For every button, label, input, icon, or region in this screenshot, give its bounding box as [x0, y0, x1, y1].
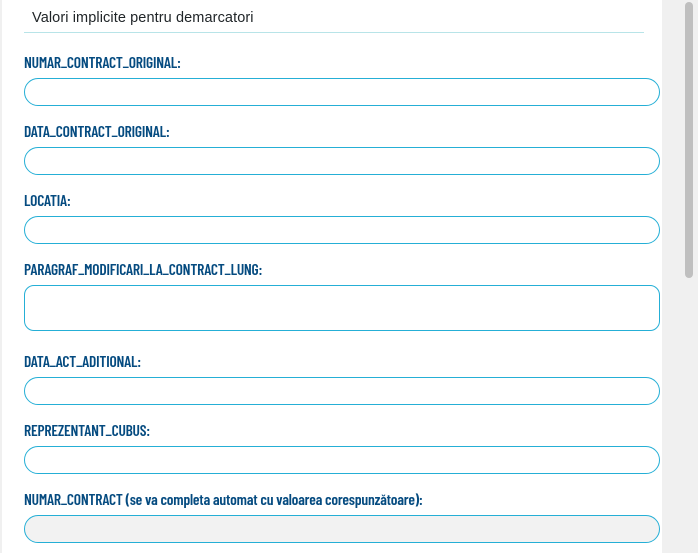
viewport: Valori implicite pentru demarcatori NUMA… — [0, 0, 698, 553]
scrollbar-track[interactable] — [680, 0, 698, 282]
field-label: NUMAR_CONTRACT (se va completa automat c… — [24, 490, 644, 509]
field-label: PARAGRAF_MODIFICARI_LA_CONTRACT_LUNG: — [24, 260, 644, 279]
numar-contract-original-input[interactable] — [24, 78, 660, 106]
field-row: PARAGRAF_MODIFICARI_LA_CONTRACT_LUNG: — [24, 260, 644, 336]
field-row: DATA_CONTRACT_ORIGINAL: — [24, 122, 644, 175]
field-row: NUMAR_CONTRACT (se va completa automat c… — [24, 490, 644, 543]
field-label: LOCATIA: — [24, 191, 644, 210]
field-row: NUMAR_CONTRACT_ORIGINAL: — [24, 53, 644, 106]
section-title: Valori implicite pentru demarcatori — [32, 10, 644, 26]
form-panel: Valori implicite pentru demarcatori NUMA… — [2, 0, 662, 553]
field-label: DATA_ACT_ADITIONAL: — [24, 352, 644, 371]
field-label: DATA_CONTRACT_ORIGINAL: — [24, 122, 644, 141]
field-row: DATA_ACT_ADITIONAL: — [24, 352, 644, 405]
field-row: LOCATIA: — [24, 191, 644, 244]
field-label: REPREZENTANT_CUBUS: — [24, 421, 644, 440]
field-label: NUMAR_CONTRACT_ORIGINAL: — [24, 53, 644, 72]
scrollbar-thumb[interactable] — [685, 2, 693, 278]
field-row: REPREZENTANT_CUBUS: — [24, 421, 644, 474]
section-divider — [24, 32, 644, 33]
locatia-input[interactable] — [24, 216, 660, 244]
numar-contract-auto-input — [24, 515, 660, 543]
data-act-aditional-input[interactable] — [24, 377, 660, 405]
fields-container: NUMAR_CONTRACT_ORIGINAL: DATA_CONTRACT_OR… — [24, 53, 644, 543]
reprezentant-cubus-input[interactable] — [24, 446, 660, 474]
data-contract-original-input[interactable] — [24, 147, 660, 175]
paragraf-modificari-input[interactable] — [24, 285, 660, 331]
content-area: Valori implicite pentru demarcatori NUMA… — [0, 0, 680, 553]
